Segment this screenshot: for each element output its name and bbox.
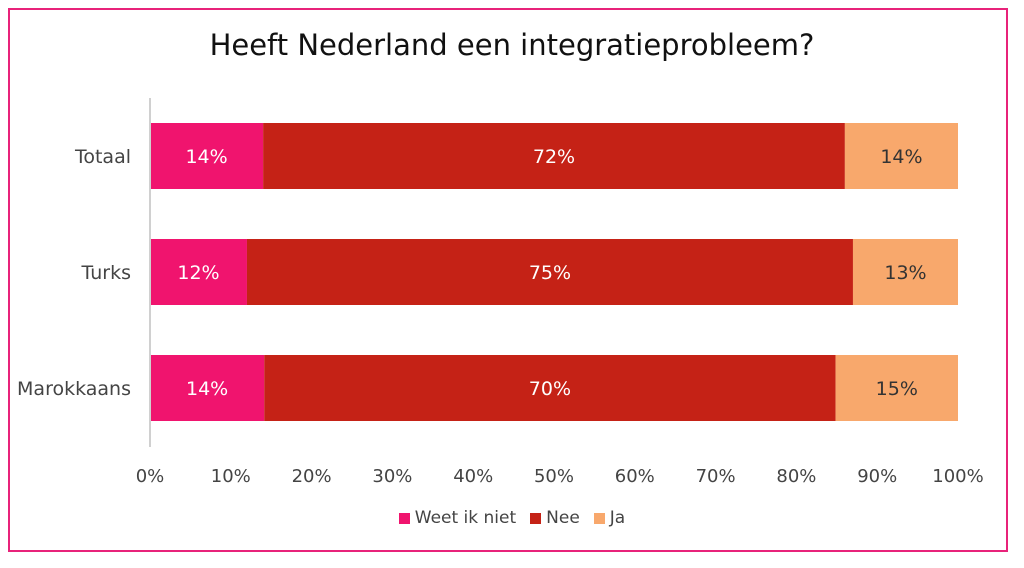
bar-segment-totaal-ja xyxy=(844,123,958,189)
legend-label: Weet ik niet xyxy=(414,508,517,528)
bar-segment-turks-weet-ik-niet xyxy=(150,239,247,305)
x-tick-label: 80% xyxy=(776,466,816,487)
legend-swatch xyxy=(593,512,605,524)
legend-label: Nee xyxy=(546,508,580,528)
x-tick-label: 70% xyxy=(696,466,736,487)
data-label: 12% xyxy=(177,262,219,284)
chart-title: Heeft Nederland een integratieprobleem? xyxy=(209,28,815,62)
category-label: Marokkaans xyxy=(17,378,131,400)
category-label: Turks xyxy=(81,262,131,284)
x-tick-label: 60% xyxy=(615,466,655,487)
x-tick-label: 20% xyxy=(292,466,332,487)
category-label: Totaal xyxy=(74,146,131,168)
x-tick-label: 100% xyxy=(932,466,983,487)
bar-segment-turks-ja xyxy=(852,239,958,305)
data-label: 14% xyxy=(880,146,922,168)
data-label: 14% xyxy=(186,378,228,400)
bar-segment-marokkaans-nee xyxy=(264,355,836,421)
data-label: 15% xyxy=(876,378,918,400)
bar-segment-totaal-weet-ik-niet xyxy=(150,123,264,189)
bar-segment-totaal-nee xyxy=(263,123,845,189)
chart-legend: Weet ik niet Nee Ja xyxy=(0,508,1024,528)
bar-segment-marokkaans-ja xyxy=(835,355,958,421)
data-label: 72% xyxy=(533,146,575,168)
data-label: 14% xyxy=(185,146,227,168)
x-tick-label: 40% xyxy=(453,466,493,487)
legend-item: Ja xyxy=(593,508,626,528)
x-tick-label: 0% xyxy=(136,466,165,487)
x-tick-label: 10% xyxy=(211,466,251,487)
legend-item: Nee xyxy=(530,508,580,528)
legend-swatch xyxy=(530,512,542,524)
chart-frame xyxy=(8,8,1008,552)
legend-swatch xyxy=(398,512,410,524)
data-label: 13% xyxy=(884,262,926,284)
data-label: 70% xyxy=(529,378,571,400)
data-label: 75% xyxy=(529,262,571,284)
x-tick-label: 50% xyxy=(534,466,574,487)
legend-label: Ja xyxy=(609,508,626,528)
legend-item: Weet ik niet xyxy=(398,508,517,528)
bar-segment-marokkaans-weet-ik-niet xyxy=(150,355,265,421)
x-tick-label: 30% xyxy=(372,466,412,487)
x-tick-label: 90% xyxy=(857,466,897,487)
bar-segment-turks-nee xyxy=(246,239,853,305)
